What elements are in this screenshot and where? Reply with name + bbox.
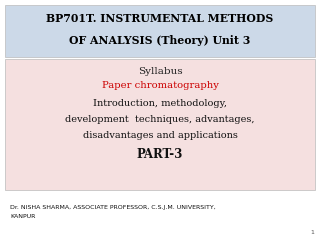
Text: Dr. NISHA SHARMA, ASSOCIATE PROFESSOR, C.S.J.M. UNIVERSITY,: Dr. NISHA SHARMA, ASSOCIATE PROFESSOR, C… <box>10 204 216 210</box>
Text: Introduction, methodology,: Introduction, methodology, <box>93 100 227 108</box>
Text: Syllabus: Syllabus <box>138 66 182 76</box>
Text: 1: 1 <box>310 230 314 235</box>
Text: BP701T. INSTRUMENTAL METHODS: BP701T. INSTRUMENTAL METHODS <box>46 13 274 24</box>
Text: PART-3: PART-3 <box>137 149 183 162</box>
Bar <box>5 5 315 57</box>
Text: development  techniques, advantages,: development techniques, advantages, <box>65 115 255 125</box>
Text: Paper chromatography: Paper chromatography <box>101 80 219 90</box>
Text: KANPUR: KANPUR <box>10 215 36 220</box>
Text: OF ANALYSIS (Theory) Unit 3: OF ANALYSIS (Theory) Unit 3 <box>69 36 251 47</box>
Text: disadvantages and applications: disadvantages and applications <box>83 132 237 140</box>
Bar <box>5 59 315 190</box>
